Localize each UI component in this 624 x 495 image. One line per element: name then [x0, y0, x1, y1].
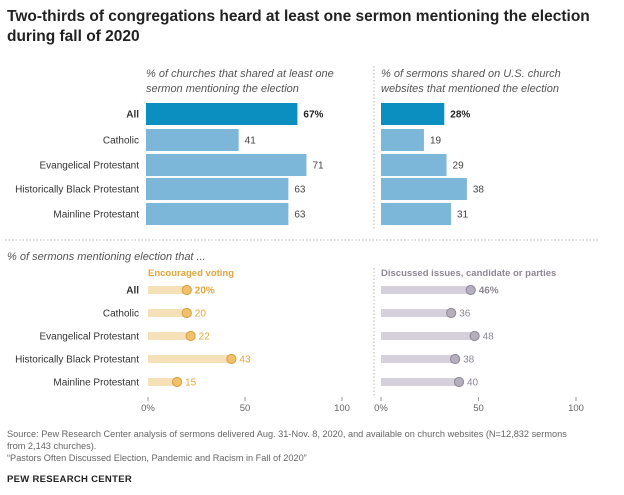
dot-track: [148, 378, 178, 386]
dot-value-label: 36: [459, 309, 471, 320]
dot-value-label: 40: [467, 378, 479, 389]
bar-value-label: 29: [453, 161, 465, 172]
bar: [146, 103, 298, 125]
axis-tick-label: 0%: [374, 403, 388, 414]
dot-point: [172, 376, 183, 388]
dot-track: [381, 378, 459, 386]
bar: [381, 154, 447, 176]
dot-value-label: 20: [195, 309, 207, 320]
panel-subtitle: % of sermons shared on U.S. church: [381, 68, 561, 80]
panel-subtitle: sermon mentioning the election: [146, 83, 299, 95]
bar-value-label: 63: [294, 185, 306, 196]
bar-value-label: 63: [294, 210, 306, 221]
section-subtitle: % of sermons mentioning election that ..…: [7, 251, 206, 263]
bar-category-label: All: [126, 110, 139, 121]
dot-point: [226, 353, 237, 365]
bar: [381, 203, 452, 225]
bar: [381, 178, 467, 200]
dot-category-label: Historically Black Protestant: [15, 355, 139, 366]
panel-subtitle: websites that mentioned the election: [381, 83, 559, 95]
dot-track: [381, 355, 456, 363]
bar-category-label: Historically Black Protestant: [15, 185, 139, 196]
dot-track: [381, 332, 475, 340]
source-line: from 2,143 churches).: [7, 441, 97, 451]
bar: [381, 103, 445, 125]
dot-panel-title: Discussed issues, candidate or parties: [381, 268, 556, 279]
bar-value-label: 31: [457, 210, 469, 221]
source-line: Source: Pew Research Center analysis of …: [7, 429, 567, 439]
bar-value-label: 71: [312, 161, 324, 172]
bar: [146, 203, 289, 225]
axis-tick-label: 50: [473, 403, 484, 414]
dot-value-label: 22: [199, 332, 211, 343]
bar-value-label: 41: [245, 136, 257, 147]
bar-category-label: Catholic: [103, 136, 139, 147]
bar-value-label: 67%: [303, 110, 323, 121]
source-line: “Pastors Often Discussed Election, Pande…: [7, 453, 307, 463]
bar-value-label: 38: [473, 185, 485, 196]
dot-value-label: 43: [239, 355, 251, 366]
dot-category-label: Mainline Protestant: [53, 378, 139, 389]
dot-category-label: Evangelical Protestant: [39, 332, 139, 343]
dot-point: [450, 353, 461, 365]
chart-title: Two-thirds of congregations heard at lea…: [7, 8, 590, 45]
bar: [146, 129, 239, 151]
dot-track: [148, 286, 187, 294]
dot-point: [446, 307, 457, 319]
dot-panel-title: Encouraged voting: [148, 268, 234, 279]
bar: [381, 129, 424, 151]
dot-point: [181, 307, 192, 319]
dot-value-label: 38: [463, 355, 475, 366]
bar: [146, 178, 289, 200]
dot-value-label: 15: [185, 378, 197, 389]
dot-value-label: 46%: [479, 286, 499, 297]
source-note: Source: Pew Research Center analysis of …: [7, 428, 617, 464]
axis-tick-label: 100: [334, 403, 350, 414]
dot-value-label: 48: [483, 332, 495, 343]
bar-value-label: 28%: [450, 110, 470, 121]
dot-value-label: 20%: [195, 286, 215, 297]
dot-point: [185, 330, 196, 342]
bar-value-label: 19: [430, 136, 442, 147]
dot-point: [181, 284, 192, 296]
panel-subtitle: % of churches that shared at least one: [146, 68, 334, 80]
bar: [146, 154, 307, 176]
dot-point: [453, 376, 465, 388]
dot-category-label: All: [126, 286, 139, 297]
dot-point: [465, 284, 476, 296]
axis-tick-label: 0%: [141, 403, 155, 414]
dot-track: [148, 355, 232, 363]
brand-logo-text: PEW RESEARCH CENTER: [7, 474, 132, 485]
axis-tick-label: 100: [568, 403, 584, 414]
dot-track: [381, 309, 452, 317]
bar-category-label: Mainline Protestant: [53, 210, 139, 221]
bar-category-label: Evangelical Protestant: [39, 161, 139, 172]
dot-point: [469, 330, 480, 342]
axis-tick-label: 50: [240, 403, 251, 414]
dot-category-label: Catholic: [103, 309, 139, 320]
dot-track: [148, 309, 187, 317]
dot-track: [148, 332, 191, 340]
dot-track: [381, 286, 471, 294]
